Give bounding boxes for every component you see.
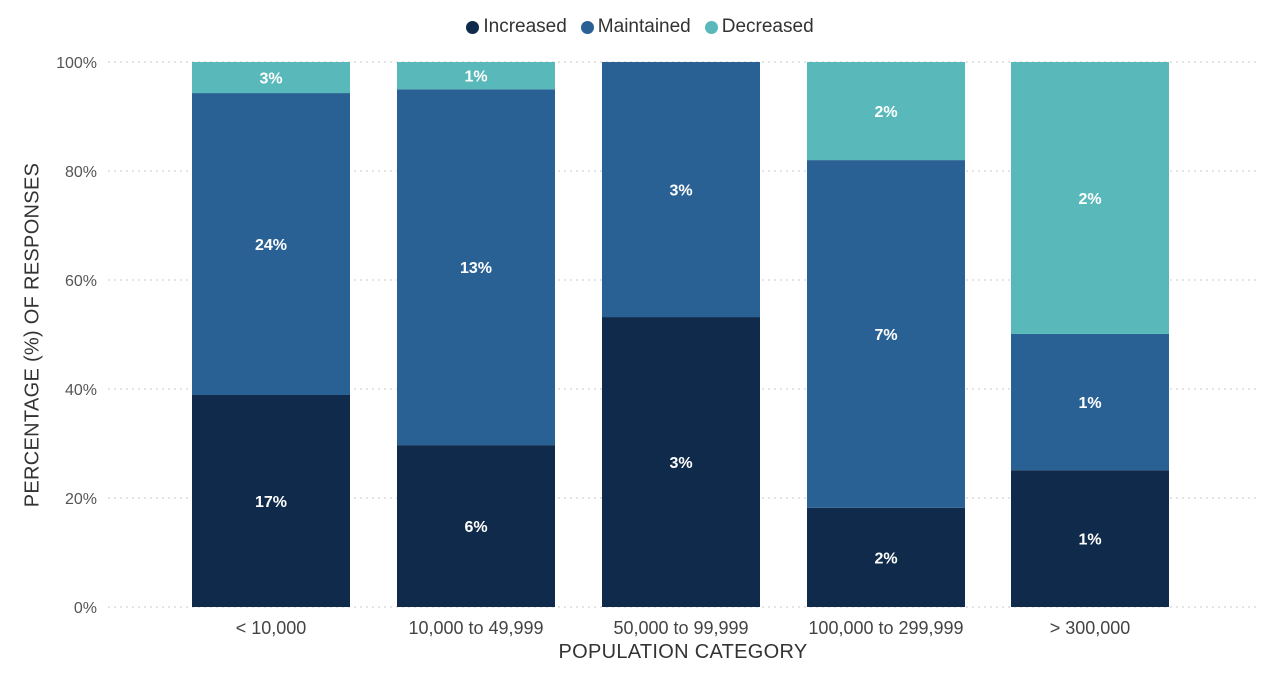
x-axis-ticks: < 10,000 10,000 to 49,999 50,000 to 99,999… (236, 618, 1131, 638)
bar-segment-decreased[interactable] (192, 62, 350, 94)
x-tick-label: 10,000 to 49,999 (408, 618, 543, 638)
legend-swatch-decreased (704, 20, 718, 34)
data-label: 1% (1078, 395, 1101, 412)
y-axis-ticks: 0% 20% 40% 60% 80% 100% (56, 55, 97, 617)
data-label: 6% (464, 519, 487, 536)
data-label: 1% (464, 69, 487, 86)
bars (192, 62, 1169, 607)
bar-segment-maintained[interactable] (602, 62, 760, 318)
x-tick-label: 100,000 to 299,999 (808, 618, 963, 638)
legend-item-maintained[interactable]: Maintained (580, 16, 691, 38)
data-label: 3% (669, 455, 692, 472)
y-tick-label: 20% (65, 491, 97, 508)
bar-segment-increased[interactable] (1011, 470, 1169, 607)
data-label: 3% (669, 183, 692, 200)
bar-segment-increased[interactable] (602, 317, 760, 607)
data-label: 2% (874, 550, 897, 567)
y-tick-label: 100% (56, 55, 97, 72)
bar-segment-maintained[interactable] (192, 93, 350, 395)
bar-segment-increased[interactable] (397, 445, 555, 607)
legend-label-maintained: Maintained (597, 16, 691, 37)
x-tick-label: < 10,000 (236, 618, 307, 638)
x-tick-label: 50,000 to 99,999 (613, 618, 748, 638)
data-label: 3% (259, 71, 282, 88)
y-tick-label: 40% (65, 382, 97, 399)
x-axis-title: POPULATION CATEGORY (558, 641, 808, 663)
data-labels: 17% 24% 3% 6% 13% 1% 3% 3% 2% 7% 2% 1% 1% 2% (255, 69, 1102, 568)
legend-item-increased[interactable]: Increased (466, 16, 567, 38)
x-tick-label: > 300,000 (1050, 618, 1131, 638)
bar-segment-decreased[interactable] (1011, 62, 1169, 334)
data-label: 13% (460, 260, 492, 277)
bar-segment-decreased[interactable] (397, 62, 555, 90)
data-label: 2% (874, 104, 897, 121)
bar-segment-maintained[interactable] (807, 160, 965, 508)
legend: Increased Maintained Decreased (0, 16, 1280, 38)
bar-segment-increased[interactable] (192, 394, 350, 607)
bar-segment-increased[interactable] (807, 507, 965, 607)
legend-item-decreased[interactable]: Decreased (704, 16, 814, 38)
y-tick-label: 80% (65, 164, 97, 181)
bar-segment-maintained[interactable] (1011, 333, 1169, 471)
data-label: 24% (255, 237, 287, 254)
data-label: 7% (874, 327, 897, 344)
legend-swatch-maintained (580, 20, 594, 34)
y-tick-label: 0% (74, 600, 97, 617)
y-tick-label: 60% (65, 273, 97, 290)
y-axis-title: PERCENTAGE (%) OF RESPONSES (21, 162, 44, 508)
bar-segment-maintained[interactable] (397, 89, 555, 446)
data-label: 2% (1078, 191, 1101, 208)
legend-label-increased: Increased (483, 16, 567, 37)
legend-label-decreased: Decreased (721, 16, 814, 37)
data-label: 17% (255, 494, 287, 511)
data-label: 1% (1078, 532, 1101, 549)
bar-segment-decreased[interactable] (807, 62, 965, 161)
legend-swatch-increased (466, 20, 480, 34)
